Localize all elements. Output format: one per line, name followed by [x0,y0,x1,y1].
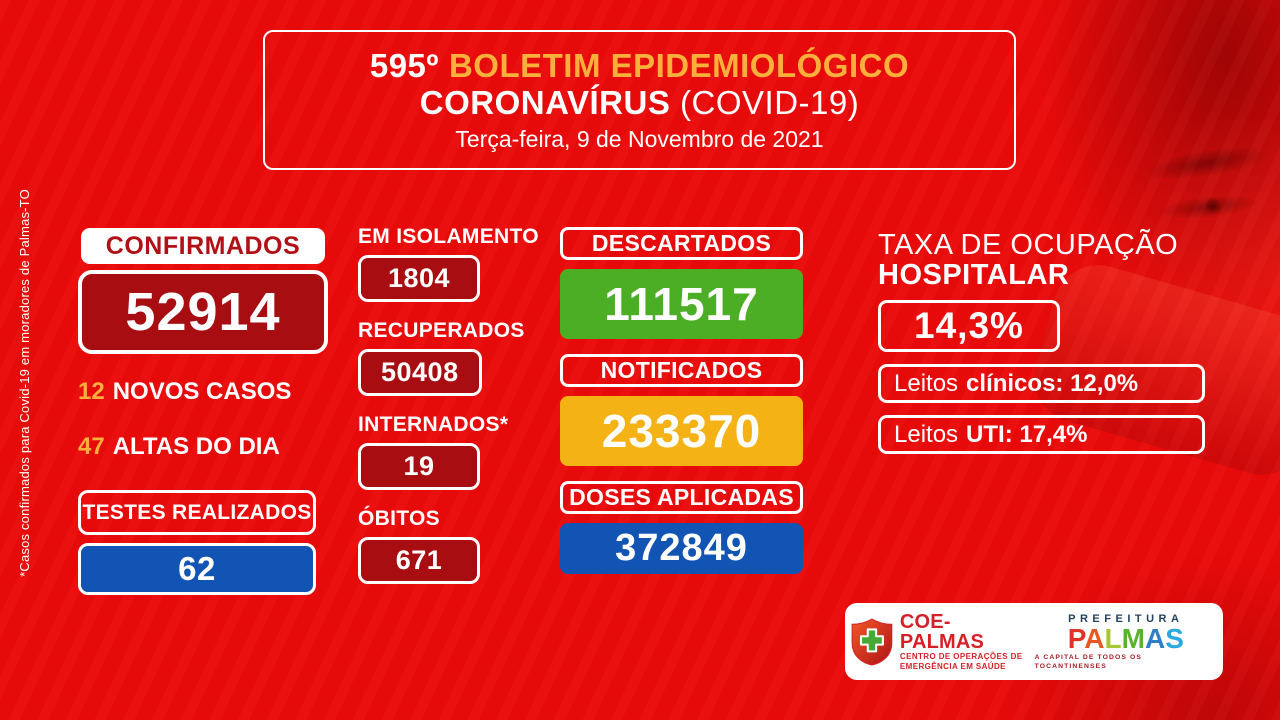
discharges-label: ALTAS DO DIA [112,433,280,460]
coe-logo-title: COE-PALMAS [899,611,985,653]
stat-deaths-value: 671 [358,537,480,584]
bulletin-number: 595º [369,46,439,84]
prefeitura-logo-tagline: A CAPITAL DE TODOS OS TOCANTINENSES [1034,653,1143,670]
bulletin-date: Terça-feira, 9 de Novembro de 2021 [455,125,824,152]
occupancy-overall-rate: 14,3% [878,300,1060,352]
notified-group: NOTIFICADOS 233370 [560,354,803,466]
subtitle-bold: CORONAVÍRUS [419,83,671,121]
status-column: EM ISOLAMENTO 1804 RECUPERADOS 50408 INT… [358,225,539,601]
bulletin-title-line: 595º BOLETIM EPIDEMIOLÓGICO [369,46,910,85]
coe-shield-icon [851,617,893,665]
clinical-beds-row: Leitos clínicos: 12,0% [878,364,1205,403]
coe-logo-subtitle-line2: EMERGÊNCIA EM SAÚDE [899,661,1006,671]
new-cases-value: 12 [78,378,105,405]
discarded-label: DESCARTADOS [560,227,803,260]
confirmed-value: 52914 [78,270,328,354]
occupancy-section: TAXA DE OCUPAÇÃO HOSPITALAR 14,3% Leitos… [878,230,1205,454]
stat-isolation-label: EM ISOLAMENTO [358,225,539,248]
stat-isolation-value: 1804 [358,255,480,302]
bulletin-title: BOLETIM EPIDEMIOLÓGICO [448,46,910,84]
occupancy-title-line2: HOSPITALAR [878,259,1070,291]
icu-beds-rate: UTI: 17,4% [966,420,1088,448]
stat-hospitalized-label: INTERNADOS* [358,413,509,436]
palmas-letter: L [1104,622,1122,654]
stat-hospitalized: INTERNADOS* 19 [358,413,539,490]
prefeitura-logo-top: PREFEITURA [1068,612,1184,625]
stat-recovered: RECUPERADOS 50408 [358,319,539,396]
bulletin-subtitle-line: CORONAVÍRUS (COVID-19) [419,83,860,122]
prefeitura-logo-name: PALMAS [1067,622,1184,654]
bulletin-header: 595º BOLETIM EPIDEMIOLÓGICO CORONAVÍRUS (… [263,30,1016,170]
prefeitura-palmas-logo: PREFEITURA PALMAS A CAPITAL DE TODOS OS … [1035,613,1217,671]
totals-column: DESCARTADOS 111517 NOTIFICADOS 233370 DO… [560,227,803,574]
new-cases-line: 12 NOVOS CASOS [78,374,328,409]
discharges-value: 47 [78,433,105,460]
discarded-group: DESCARTADOS 111517 [560,227,803,339]
coe-logo-text: COE-PALMAS CENTRO DE OPERAÇÕES DE EMERGÊ… [900,612,1035,671]
notified-label: NOTIFICADOS [560,354,803,387]
doses-value: 372849 [560,523,803,574]
confirmed-label: CONFIRMADOS [81,228,325,264]
palmas-letter: A [1144,622,1166,654]
masked-person-photo [990,0,1280,720]
stat-recovered-label: RECUPERADOS [358,319,525,342]
icu-beds-row: Leitos UTI: 17,4% [878,415,1205,454]
doses-label: DOSES APLICADAS [560,481,803,514]
clinical-beds-rate: clínicos: 12,0% [966,369,1139,397]
coe-logo-subtitle-line1: CENTRO DE OPERAÇÕES DE [899,652,1023,661]
new-cases-label: NOVOS CASOS [112,378,292,405]
occupancy-title-line1: TAXA DE OCUPAÇÃO [878,229,1179,261]
stat-hospitalized-value: 19 [358,443,480,490]
discharges-line: 47 ALTAS DO DIA [78,429,328,464]
notified-value: 233370 [560,396,803,466]
confirmed-cases-footnote: *Casos confirmados para Covid-19 em mora… [17,189,32,577]
logos-panel: COE-PALMAS CENTRO DE OPERAÇÕES DE EMERGÊ… [845,603,1223,680]
confirmed-column: CONFIRMADOS 52914 12 NOVOS CASOS 47 ALTAS … [78,228,328,595]
palmas-letter: M [1121,622,1145,654]
palmas-letter: A [1084,622,1105,654]
stat-deaths: ÓBITOS 671 [358,507,539,584]
discarded-value: 111517 [560,269,803,339]
doses-group: DOSES APLICADAS 372849 [560,481,803,574]
tests-value: 62 [78,543,316,595]
palmas-letter: P [1067,622,1085,654]
stat-isolation: EM ISOLAMENTO 1804 [358,225,539,302]
stat-deaths-label: ÓBITOS [358,507,440,530]
icu-beds-prefix: Leitos [894,420,959,448]
palmas-letter: S [1165,622,1184,654]
clinical-beds-prefix: Leitos [894,369,959,397]
coe-palmas-logo: COE-PALMAS CENTRO DE OPERAÇÕES DE EMERGÊ… [851,612,1035,671]
stat-recovered-value: 50408 [358,349,482,396]
photo-pupil-shape [1204,198,1222,214]
tests-label: TESTES REALIZADOS [78,490,316,535]
subtitle-rest: (COVID-19) [680,83,860,121]
